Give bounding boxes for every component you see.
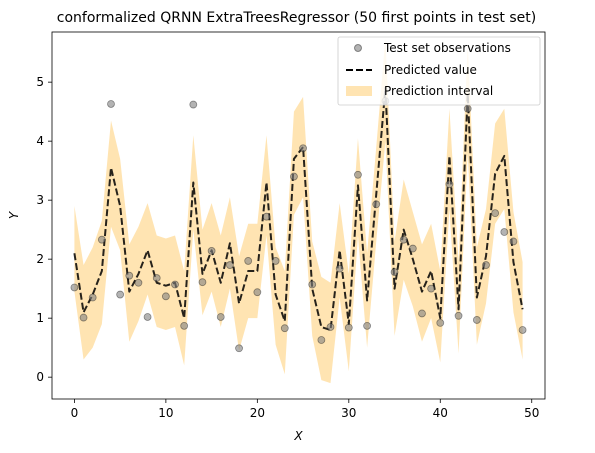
observation-point (225, 261, 234, 269)
observation-point (134, 278, 143, 287)
observation-point (344, 323, 353, 332)
observation-point (418, 309, 426, 318)
y-tick-label: 3 (36, 193, 44, 207)
observation-point (354, 170, 362, 179)
observation-point (161, 292, 170, 301)
legend-observations-marker (354, 44, 362, 52)
legend-box (337, 36, 541, 106)
observation-point (207, 246, 216, 255)
observations-layer (70, 97, 527, 353)
observation-point (280, 324, 289, 333)
x-tick-label: 50 (524, 406, 539, 420)
observation-point (262, 212, 271, 221)
observation-point (390, 268, 399, 277)
plot-frame (51, 31, 546, 400)
y-tick-label: 1 (36, 311, 44, 325)
legend-label-observations: Test set observations (383, 41, 511, 55)
y-tick-label: 2 (36, 252, 44, 266)
observation-point (500, 228, 509, 236)
observation-point (509, 237, 518, 246)
observation-point (125, 271, 134, 280)
chart-title: conformalized QRNN ExtraTreesRegressor (… (57, 10, 536, 26)
legend-label-predicted: Predicted value (384, 63, 477, 77)
y-tick-label: 4 (36, 134, 44, 148)
observation-point (116, 290, 125, 299)
observation-point (482, 261, 490, 269)
observation-point (152, 274, 161, 282)
x-axis-ticks: 0 10 20 30 40 50 (71, 399, 539, 420)
y-tick-label: 0 (36, 370, 44, 384)
observation-point (271, 257, 280, 265)
observation-point (198, 278, 207, 287)
observation-point (427, 284, 436, 293)
observation-point (70, 283, 79, 292)
observation-point (88, 293, 97, 302)
observation-point (472, 316, 481, 324)
observation-point (445, 180, 454, 189)
observation-point (308, 280, 317, 289)
y-tick-label: 5 (36, 75, 44, 89)
observation-point (372, 200, 381, 209)
observation-point (363, 321, 372, 330)
observation-point (244, 257, 253, 265)
y-axis-label: Y (7, 210, 21, 219)
observation-point (399, 235, 408, 244)
x-tick-label: 40 (433, 406, 448, 420)
observation-point (253, 288, 262, 297)
observation-point (436, 318, 445, 327)
observation-point (317, 336, 326, 344)
legend: Test set observations Predicted value Pr… (337, 36, 541, 106)
observation-point (143, 313, 152, 321)
observation-point (335, 264, 344, 273)
x-axis-label: X (293, 429, 303, 443)
observation-point (518, 326, 527, 334)
observation-point (463, 104, 472, 113)
y-axis-ticks: 0 1 2 3 4 5 (36, 75, 52, 384)
observation-point (326, 323, 335, 331)
observation-point (79, 313, 88, 322)
observation-point (235, 344, 243, 353)
x-tick-label: 0 (71, 406, 79, 420)
observation-point (97, 235, 106, 244)
observation-point (107, 100, 115, 108)
legend-label-interval: Prediction interval (384, 84, 493, 98)
observation-point (491, 209, 500, 218)
observation-point (189, 100, 198, 109)
observation-point (290, 172, 298, 181)
x-tick-label: 20 (250, 406, 265, 420)
observation-point (408, 244, 417, 253)
x-tick-label: 30 (341, 406, 356, 420)
legend-interval-marker (346, 86, 372, 96)
observation-point (454, 311, 463, 320)
observation-point (216, 313, 225, 321)
observation-point (299, 144, 307, 153)
x-tick-label: 10 (158, 406, 173, 420)
observation-point (171, 280, 179, 289)
observation-point (180, 321, 189, 330)
